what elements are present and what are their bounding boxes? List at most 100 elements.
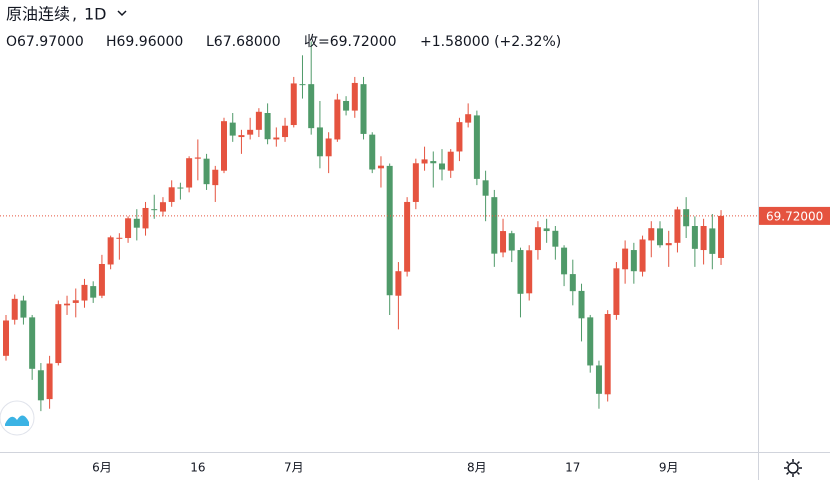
candle-body [159,202,166,212]
settings-icon[interactable] [784,459,802,477]
candle-body [20,300,27,318]
candle-body [439,163,445,170]
gear[interactable] [787,462,799,474]
candle-body [46,363,53,400]
candle-body [639,239,646,272]
candle-body [412,163,419,202]
candle-body [674,209,681,243]
candle-body [98,263,105,296]
candle-body [377,165,384,169]
plot [3,41,725,412]
candle-body [11,298,18,320]
candle-body [264,113,271,140]
candle-body [657,228,663,246]
candle-body [72,300,79,303]
candle-body [456,122,463,152]
ohlc-close: 收=69.72000 [304,34,397,50]
x-tick-label: 8月 [467,461,487,475]
candle-body [290,83,297,126]
candle-body [630,250,637,272]
candle-body [325,138,332,157]
candle-body [351,82,358,111]
candle-body [221,121,227,171]
x-tick-label: 16 [190,461,205,475]
candle-body [421,159,428,164]
candle-body [569,274,576,292]
candle-body [81,284,88,301]
candle-body [587,317,594,366]
candle-body [700,226,707,251]
x-tick-label: 7月 [284,461,304,475]
candle-body [255,111,262,130]
candle-body [142,207,149,229]
dropdown-icon[interactable] [117,10,127,17]
candle-body [517,250,524,294]
candle-body [473,115,480,179]
candle-body [543,228,550,232]
last-price-tag [759,206,830,225]
last-price-label: 69.72000 [766,209,823,223]
candle-body [282,125,289,138]
candle-body [526,250,533,294]
logo[interactable] [0,400,35,436]
candle-body [561,247,568,275]
candle-body [343,100,350,111]
logo-wave[interactable] [5,415,29,426]
x-tick-label: 17 [565,461,580,475]
candle-body [168,187,175,202]
x-tick-label: 6月 [92,461,112,475]
candle-body [491,197,498,254]
candle-body [691,226,698,249]
candle-body [709,228,716,254]
interval: 1D [84,5,107,24]
candle-body [508,233,515,251]
candle-body [395,271,402,296]
candle-body [308,84,315,129]
candle-body [665,243,672,246]
ohlc-change: +1.58000 (+2.32%) [420,34,561,50]
ohlc-low: L67.68000 [206,34,281,50]
candle-body [334,99,341,140]
candle-body [177,187,184,189]
candle-body [613,268,620,315]
candle-body [430,161,437,164]
symbol: 原油连续 [6,5,70,24]
candle-body [604,313,611,395]
candle-body [648,228,655,241]
candle-body [229,122,236,136]
candle-body [482,180,489,196]
candle-body [404,201,411,272]
candle-body [125,218,132,239]
gear-teeth[interactable] [784,459,802,477]
logo-circle[interactable] [0,400,35,436]
candle-body [360,84,367,134]
candle-body [3,320,9,356]
candle-body [116,237,123,239]
candle-body [37,370,44,401]
candle-body [238,135,245,138]
candle-body [212,169,219,186]
candle-body [534,227,541,251]
candle-body [447,151,454,171]
candle-body [90,286,97,298]
candle-body [369,134,376,170]
candle-body [465,114,472,123]
candle-body [247,129,254,135]
ohlc-high: H69.96000 [106,34,183,50]
separator: , [72,5,77,24]
candle-body [552,230,559,247]
candle-body [203,158,210,185]
candle-body [55,304,62,364]
candle-body [683,209,690,227]
candle-body [186,158,193,188]
candle-body [595,365,602,394]
candle-body [194,157,201,159]
candle-body [622,248,629,270]
candle-body [151,209,158,211]
candle-body [386,165,393,296]
candle-body [299,84,306,86]
candle-body [273,137,280,140]
candle-body [578,290,585,319]
